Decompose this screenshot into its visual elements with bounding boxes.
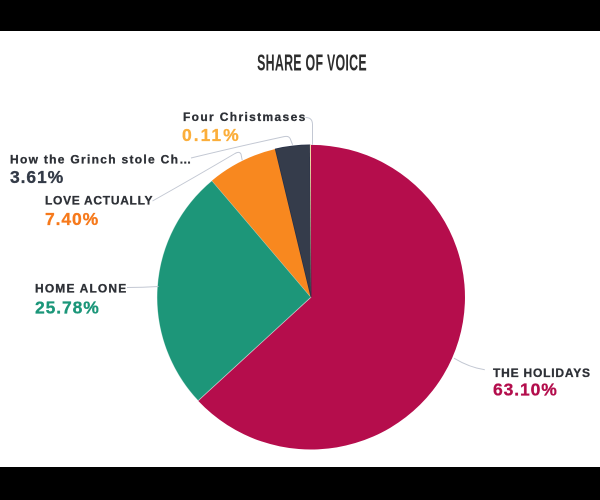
svg-text:Four Christmases: Four Christmases	[183, 110, 307, 124]
svg-text:HOME ALONE: HOME ALONE	[35, 281, 127, 295]
svg-text:0.11%: 0.11%	[182, 125, 241, 145]
svg-text:25.78%: 25.78%	[35, 298, 100, 318]
svg-text:How the Grinch stole Ch…: How the Grinch stole Ch…	[10, 153, 193, 167]
svg-text:LOVE ACTUALLY: LOVE ACTUALLY	[45, 193, 153, 207]
svg-text:7.40%: 7.40%	[45, 209, 99, 229]
svg-text:THE HOLIDAYS: THE HOLIDAYS	[493, 366, 591, 380]
svg-text:SHARE OF VOICE: SHARE OF VOICE	[257, 49, 367, 75]
svg-text:63.10%: 63.10%	[493, 379, 558, 399]
svg-text:3.61%: 3.61%	[10, 167, 64, 187]
